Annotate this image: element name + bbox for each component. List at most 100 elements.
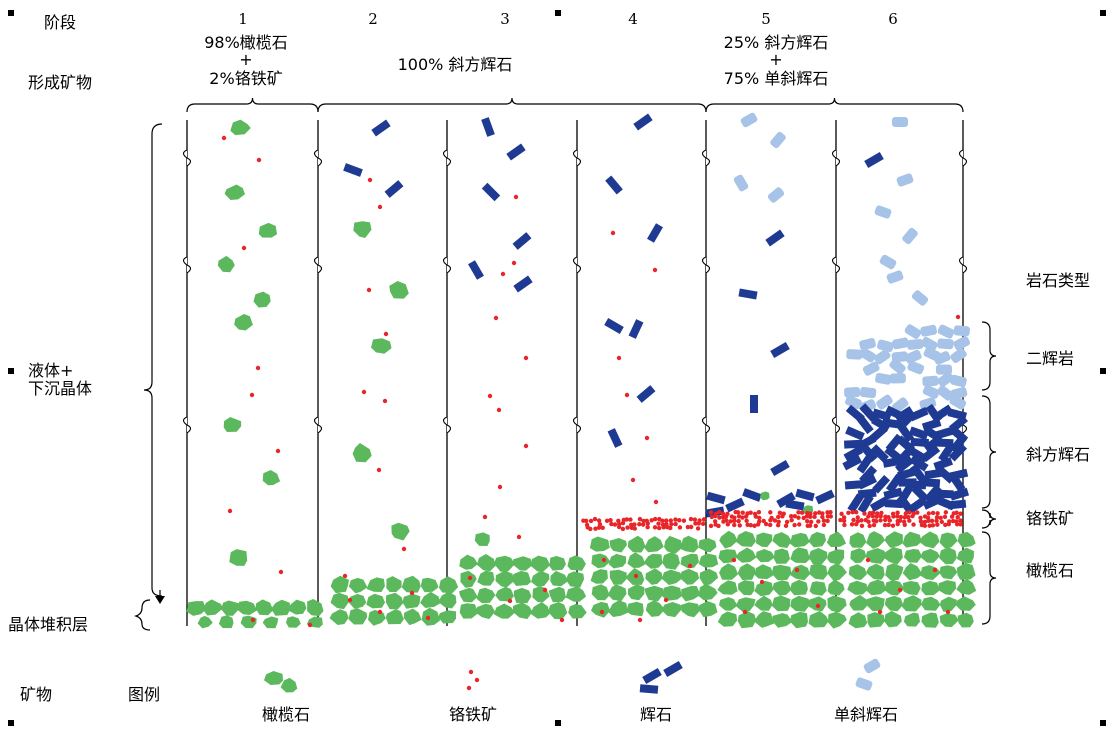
chromite-grain	[895, 521, 900, 527]
olivine-crystal	[735, 547, 757, 563]
chromite-grain	[934, 518, 939, 523]
chromite-grain	[907, 518, 912, 523]
chromite-grain	[250, 617, 256, 623]
clinopyroxene-crystal	[904, 324, 922, 339]
chromite-grain	[935, 522, 940, 527]
chromite-grain	[687, 563, 693, 569]
olivine-crystal	[719, 597, 738, 611]
orthopyroxene-crystal	[949, 487, 970, 501]
chromite-grain	[516, 534, 522, 540]
chromite-grain	[838, 517, 843, 523]
chromite-grain	[637, 516, 643, 522]
clinopyroxene-crystal	[937, 338, 954, 350]
chromite-grain	[604, 518, 610, 523]
chromite-grain	[796, 510, 801, 515]
clinopyroxene-crystal	[922, 375, 939, 387]
chromite-grain	[958, 518, 963, 523]
olivine-crystal	[421, 607, 441, 626]
chromite-grain	[870, 510, 876, 515]
olivine-crystal	[939, 613, 959, 627]
chromite-grain	[663, 597, 669, 603]
chromite-grain	[911, 522, 916, 527]
olivine-crystal	[808, 548, 828, 565]
chromite-grain	[878, 518, 883, 523]
legend-chromite-label: 铬铁矿	[448, 705, 498, 724]
olivine-crystal	[737, 611, 757, 629]
olivine-crystal	[330, 575, 349, 594]
chromite-grain	[915, 510, 920, 515]
chromite-grain	[753, 514, 759, 519]
orthopyroxene-crystal	[857, 474, 878, 490]
chromite-grain	[425, 615, 431, 621]
chromite-grain	[736, 518, 741, 524]
olivine-crystal	[548, 586, 566, 603]
chromite-grain	[776, 514, 781, 520]
chromite-grain	[756, 509, 762, 515]
clinopyroxene-crystal	[874, 205, 892, 219]
chromite-grain	[513, 194, 519, 200]
stage5-opx-percent: 25% 斜方辉石	[723, 33, 829, 52]
chromite-grain	[772, 518, 778, 523]
orthopyroxene-crystal	[872, 408, 892, 422]
olivine-crystal	[772, 532, 792, 548]
chromite-grain	[641, 518, 646, 524]
rock-type-orthopyroxenite: 斜方辉石	[1026, 445, 1091, 464]
clinopyroxene-crystal	[767, 187, 785, 203]
chromite-grain	[740, 510, 745, 515]
chromite-grain	[890, 523, 896, 528]
chromite-grain	[946, 521, 951, 527]
olivine-crystal	[661, 569, 683, 585]
chromite-grain	[777, 510, 783, 515]
olivine-crystal	[808, 531, 827, 548]
chromite-grain	[784, 519, 790, 525]
olivine-crystal	[956, 578, 977, 595]
chromite-grain	[932, 567, 938, 573]
chromite-grain	[500, 271, 506, 277]
chromite-grain	[693, 521, 698, 526]
chromite-grain	[708, 510, 714, 515]
chromite-grain	[929, 518, 935, 524]
chromite-grain	[377, 204, 383, 210]
orthopyroxene-crystal	[935, 489, 954, 499]
chromite-grain	[877, 609, 883, 615]
olivine-crystal	[550, 570, 568, 587]
stage1-plus: +	[239, 50, 253, 69]
olivine-crystal	[591, 601, 610, 618]
chromite-grain	[610, 230, 616, 236]
olivine-crystal	[662, 552, 680, 570]
olivine-crystal	[386, 576, 402, 592]
chromite-grain	[677, 525, 683, 530]
olivine-crystal	[258, 222, 277, 238]
olivine-crystal	[883, 546, 903, 565]
orthopyroxene-crystal	[770, 460, 790, 476]
clinopyroxene-crystal	[876, 394, 893, 410]
chromite-grain	[507, 598, 513, 604]
chromite-grain	[496, 407, 502, 413]
chromite-grain	[841, 518, 847, 523]
olivine-crystal	[885, 563, 904, 581]
chromite-grain	[377, 609, 383, 615]
olivine-crystal	[511, 570, 532, 586]
chromite-grain	[804, 514, 810, 519]
chromite-grain	[903, 511, 908, 516]
olivine-crystal	[903, 581, 921, 596]
chromite-grain	[593, 526, 598, 531]
chromite-grain	[664, 518, 669, 523]
chromite-grain	[954, 510, 959, 515]
stage1-olivine-percent: 98%橄榄石	[204, 33, 288, 52]
clinopyroxene-crystal	[907, 360, 925, 375]
chromite-grain	[816, 519, 821, 524]
chromite-grain	[958, 511, 963, 516]
chromite-grain	[855, 515, 860, 520]
olivine-crystal	[789, 579, 808, 596]
orthopyroxene-crystal	[885, 473, 903, 494]
stage-number-2: 2	[368, 10, 378, 28]
chromite-grain	[930, 510, 936, 516]
chromite-grain	[732, 518, 737, 524]
orthopyroxene-crystal	[923, 484, 942, 504]
olivine-crystal	[221, 600, 240, 616]
stage-number-4: 4	[628, 10, 638, 28]
clinopyroxene-crystal	[937, 371, 954, 387]
chromite-grain	[367, 177, 373, 183]
olivine-crystal	[513, 587, 532, 604]
